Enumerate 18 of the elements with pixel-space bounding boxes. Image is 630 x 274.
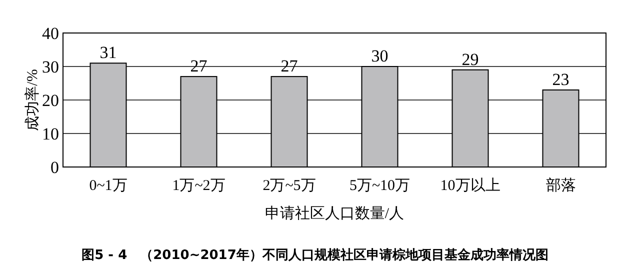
x-tick-label: 2万~5万 [262, 178, 316, 194]
data-label: 31 [100, 43, 117, 62]
y-tick-label: 0 [50, 158, 59, 177]
text: 图5 - 4 （2010~2017年）不同人口规模社区申请棕地项目基金成功率情况图 [82, 247, 548, 263]
y-tick-label: 30 [42, 58, 59, 76]
x-axis-title: 申请社区人口数量/人 [264, 205, 404, 222]
x-tick-label: 5万~10万 [349, 178, 410, 194]
x-tick-label: 10万以上 [440, 177, 500, 194]
x-tick-label: 部落 [546, 177, 576, 194]
x-tick-label: 1万~2万 [172, 178, 226, 194]
y-tick-label: 10 [42, 124, 59, 144]
y-axis-title: 成功率/% [24, 69, 41, 131]
data-label: 23 [552, 70, 570, 89]
y-tick-label: 40 [42, 24, 59, 43]
x-tick-label: 0~1万 [89, 178, 128, 194]
data-label: 29 [462, 50, 479, 69]
y-tick-label: 20 [42, 91, 59, 110]
data-label: 30 [371, 46, 388, 66]
